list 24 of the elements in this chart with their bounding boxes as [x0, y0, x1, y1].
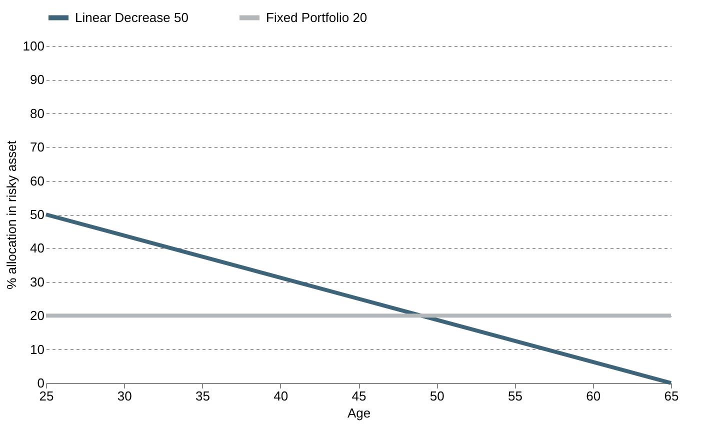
y-tick-label: 80	[30, 106, 44, 121]
y-tick-label: 50	[30, 207, 44, 222]
y-tick-label: 20	[30, 308, 44, 324]
y-tick-label: 10	[30, 342, 44, 357]
x-tick-label: 50	[430, 388, 444, 404]
legend-label: Fixed Portfolio 20	[266, 10, 368, 25]
x-tick-label: 30	[117, 388, 132, 404]
x-tick-label: 65	[664, 388, 679, 404]
x-tick-label: 40	[274, 388, 288, 404]
x-tick-label: 35	[196, 388, 210, 404]
y-tick-label: 0	[37, 376, 44, 390]
y-tick-label: 60	[30, 173, 44, 188]
x-tick-label: 25	[39, 388, 54, 404]
y-tick-label: 30	[30, 274, 44, 290]
y-tick-label: 90	[30, 72, 44, 88]
y-tick-label: 70	[30, 140, 44, 155]
y-tick-label: 100	[22, 38, 44, 54]
y-axis-title: % allocation in risky asset	[4, 140, 19, 290]
y-tick-label: 40	[30, 240, 44, 256]
x-tick-label: 55	[508, 388, 522, 404]
legend-label: Linear Decrease 50	[75, 10, 188, 25]
x-tick-label: 60	[586, 388, 601, 404]
x-axis-title: Age	[347, 406, 371, 420]
x-tick-label: 45	[352, 388, 366, 404]
